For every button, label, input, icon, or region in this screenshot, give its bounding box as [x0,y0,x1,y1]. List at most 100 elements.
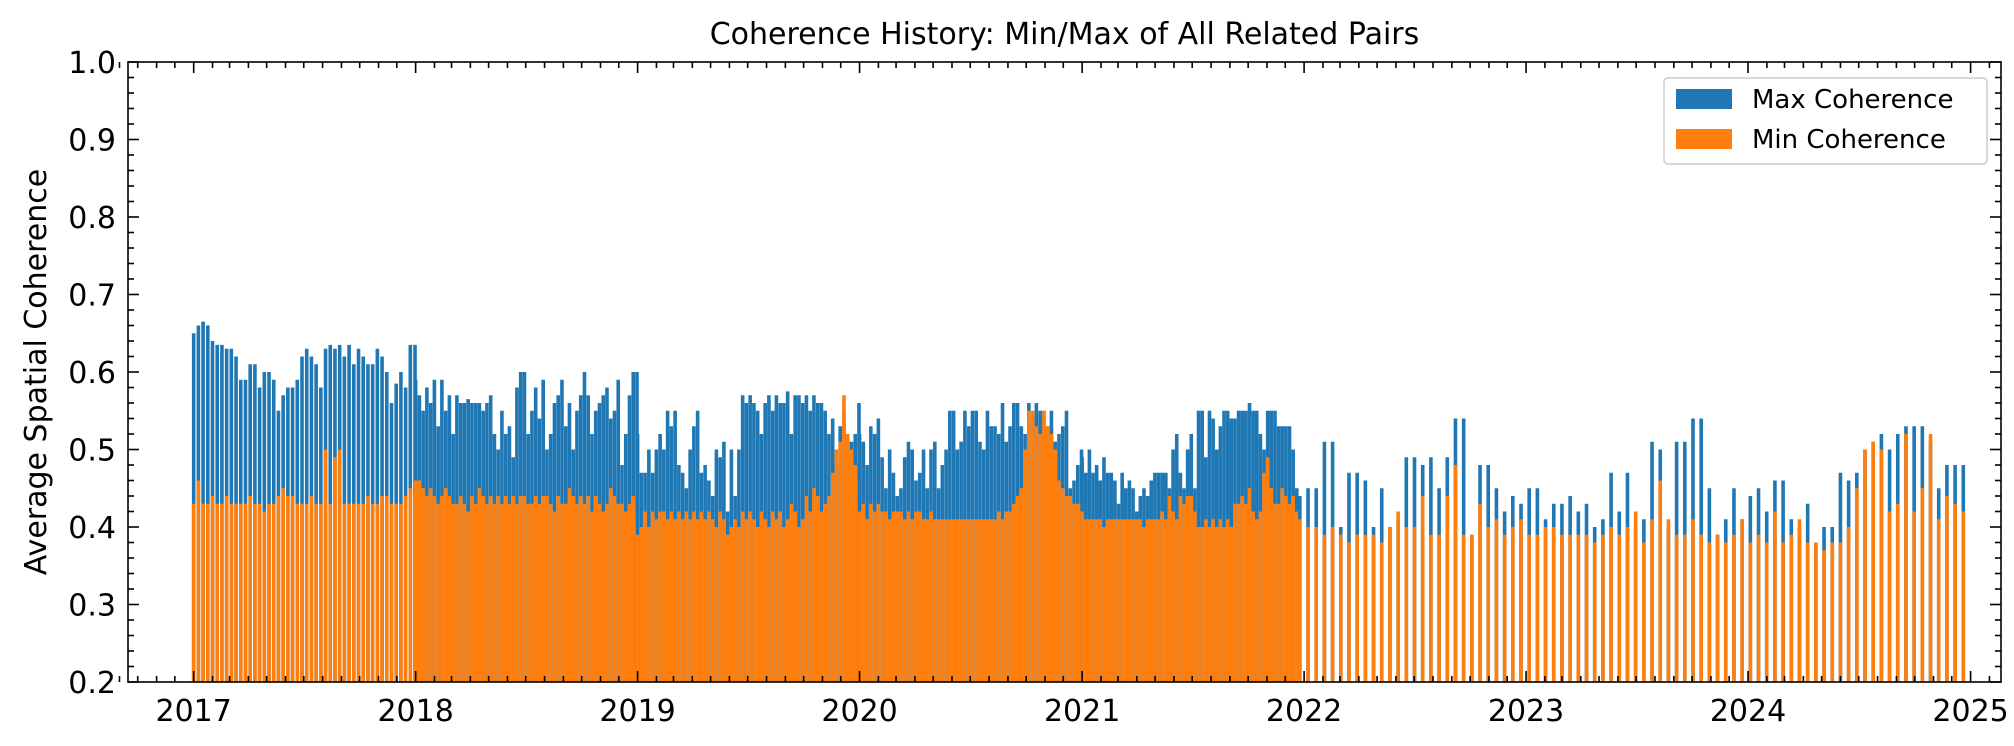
min-bar [1461,534,1466,682]
min-bar [1601,534,1605,682]
min-bar [1295,511,1299,682]
min-bar [1511,527,1515,682]
min-bar [725,534,730,682]
min-bar [1211,519,1215,682]
min-bar [1072,503,1076,682]
min-bar [352,503,356,682]
min-bar [1204,519,1208,682]
min-bar [1034,426,1039,682]
min-bar [1185,496,1190,682]
min-bar [677,511,681,682]
min-bar [861,503,866,682]
min-bar [951,519,956,682]
min-bar [662,511,666,682]
legend-box [1663,77,1988,165]
min-bar [1650,519,1654,682]
min-bar [1038,434,1042,682]
min-bar [1805,542,1810,682]
min-bar [403,496,408,682]
min-bar [1371,534,1376,682]
min-bar [1551,527,1556,682]
min-bar [1200,527,1205,682]
min-bar [1167,496,1172,682]
min-bar [1330,527,1335,682]
min-bar [481,496,485,682]
min-bar [669,511,674,682]
min-bar [1149,519,1154,682]
min-bar [1123,519,1128,682]
min-bar [1218,519,1223,682]
min-bar [1879,449,1884,682]
min-bar [496,496,500,682]
min-bar [421,488,425,682]
min-bar [1723,542,1728,682]
min-bar [582,503,587,682]
min-bar [748,511,752,682]
min-bar [473,503,478,682]
min-bar [733,519,737,682]
min-bar [1160,511,1164,682]
min-bar [774,519,779,682]
min-bar [262,511,267,682]
min-bar [466,511,470,682]
min-bar [1633,511,1638,682]
min-bar [612,496,617,682]
min-bar [323,449,328,682]
min-bar [692,511,696,682]
min-bar [370,503,375,682]
min-bar [1797,519,1802,682]
min-bar [215,503,220,682]
min-bar [974,519,978,682]
min-bar [267,503,271,682]
min-bar [1094,519,1099,682]
min-bar [1120,519,1124,682]
min-bar [462,503,467,682]
min-bar [899,511,903,682]
min-bar [940,519,945,682]
min-bar [1568,534,1572,682]
min-bar [1322,534,1327,682]
min-bar [488,496,493,682]
min-bar [1225,519,1230,682]
min-bar [929,511,933,682]
min-bar [1042,410,1046,682]
min-bar [699,511,704,682]
min-bar [673,519,677,682]
min-bar [333,457,337,682]
x-tick-label: 2022 [1266,694,1342,729]
min-bar [1196,527,1201,682]
min-bar [695,519,700,682]
min-bar [921,519,926,682]
min-bar [884,511,888,682]
min-bar [819,511,824,682]
min-bar [647,527,651,682]
min-bar [707,511,711,682]
min-bar [507,503,512,682]
min-bar [1000,519,1005,682]
min-bar [1355,534,1359,682]
min-bar [752,519,756,682]
min-bar [1584,534,1589,682]
min-bar [737,527,741,682]
min-bar [1429,534,1433,682]
min-bar [1240,496,1245,682]
min-bar [1060,488,1065,682]
min-bar [337,449,342,682]
min-bar [838,441,842,682]
min-bar [1953,503,1957,682]
min-bar [1314,527,1319,682]
min-bar [552,511,557,682]
min-bar [1113,519,1117,682]
min-bar [1928,434,1933,682]
min-bar [1904,434,1908,682]
min-bar [948,519,952,682]
min-bar [1592,542,1597,682]
min-bar [1273,503,1277,682]
min-bar [432,496,437,682]
min-bar [1609,527,1613,682]
min-bar [356,503,361,682]
min-bar [1543,527,1548,682]
min-bar [601,511,606,682]
min-bar [425,496,429,682]
